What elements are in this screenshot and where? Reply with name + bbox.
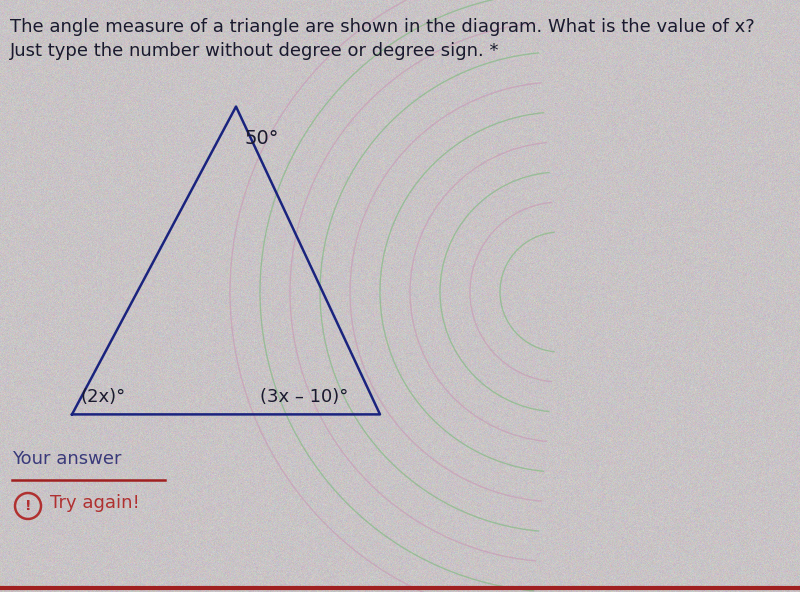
Text: (3x – 10)°: (3x – 10)° xyxy=(260,388,348,406)
Text: Your answer: Your answer xyxy=(12,450,122,468)
Text: 50°: 50° xyxy=(244,128,278,147)
Text: !: ! xyxy=(25,499,31,513)
Text: The angle measure of a triangle are shown in the diagram. What is the value of x: The angle measure of a triangle are show… xyxy=(10,18,754,36)
Text: Try again!: Try again! xyxy=(50,494,140,512)
Text: (2x)°: (2x)° xyxy=(80,388,126,406)
Text: Just type the number without degree or degree sign. *: Just type the number without degree or d… xyxy=(10,42,499,60)
